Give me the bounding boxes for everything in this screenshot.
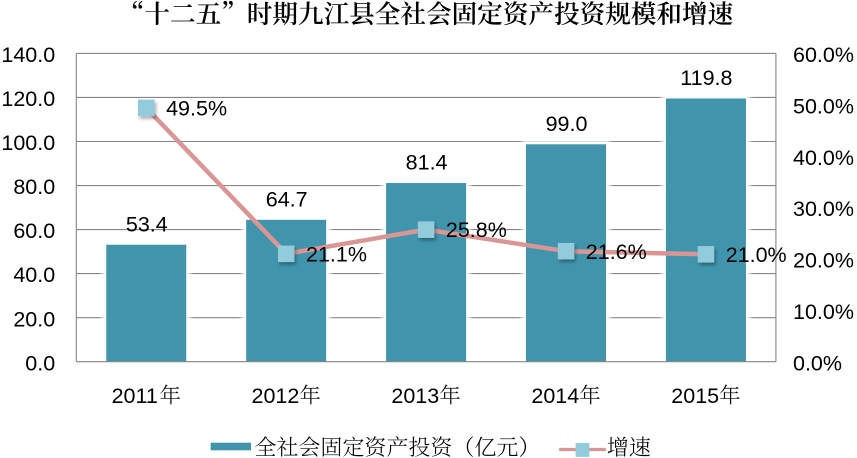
svg-text:2011: 2011 <box>112 384 158 408</box>
svg-text:40.0: 40.0 <box>13 263 55 287</box>
svg-text:25.8%: 25.8% <box>446 218 507 242</box>
svg-text:60.0%: 60.0% <box>793 43 854 67</box>
svg-text:81.4: 81.4 <box>406 151 448 175</box>
svg-text:20.0%: 20.0% <box>793 249 854 273</box>
svg-text:140.0: 140.0 <box>1 43 55 67</box>
svg-text:10.0%: 10.0% <box>793 300 854 324</box>
svg-text:50.0%: 50.0% <box>793 94 854 118</box>
svg-text:30.0%: 30.0% <box>793 197 854 221</box>
svg-text:0.0: 0.0 <box>25 351 55 375</box>
svg-text:21.0%: 21.0% <box>726 243 787 267</box>
svg-text:2014: 2014 <box>531 384 579 408</box>
svg-text:2012: 2012 <box>252 384 300 408</box>
svg-text:100.0: 100.0 <box>1 131 55 155</box>
svg-text:64.7: 64.7 <box>266 188 308 212</box>
svg-text:53.4: 53.4 <box>126 212 168 236</box>
svg-text:49.5%: 49.5% <box>166 97 227 121</box>
svg-text:80.0: 80.0 <box>13 175 55 199</box>
svg-text:40.0%: 40.0% <box>793 146 854 170</box>
svg-text:99.0: 99.0 <box>546 112 588 136</box>
svg-text:20.0: 20.0 <box>13 307 55 331</box>
svg-text:2015: 2015 <box>671 384 719 408</box>
svg-text:120.0: 120.0 <box>1 87 55 111</box>
svg-text:119.8: 119.8 <box>680 66 732 90</box>
svg-text:21.1%: 21.1% <box>306 242 367 266</box>
svg-text:60.0: 60.0 <box>13 219 55 243</box>
svg-text:2013: 2013 <box>391 384 439 408</box>
svg-text:21.6%: 21.6% <box>586 240 647 264</box>
svg-text:0.0%: 0.0% <box>793 351 842 375</box>
